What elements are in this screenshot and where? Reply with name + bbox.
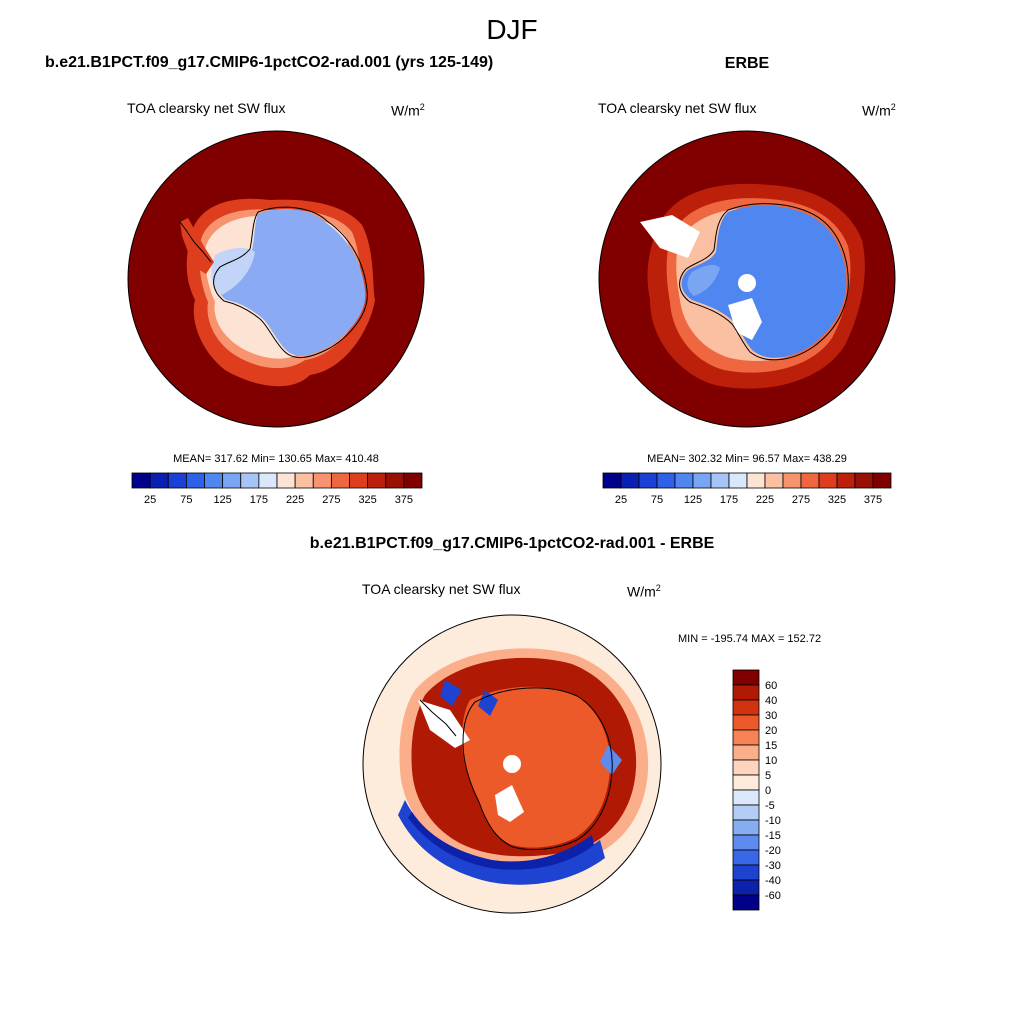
panel1-colorbar-swatch	[167, 472, 187, 489]
panel1-colorbar-tick-label: 375	[395, 494, 413, 506]
panel3-colorbar-tick-label: -30	[765, 860, 781, 872]
panel3-colorbar-swatch	[732, 699, 760, 716]
panel3-colorbar-swatch	[732, 774, 760, 791]
panel2-colorbar: 25 75 125 175 225 275 325 375	[602, 472, 892, 506]
panel3-stats: MIN = -195.74 MAX = 152.72	[678, 633, 822, 645]
panel1-colorbar-swatch	[294, 472, 314, 489]
panel2-colorbar-tick-label: 75	[651, 494, 663, 506]
panel2-colorbar-swatch	[836, 472, 856, 489]
panel3-colorbar-tick-label: 40	[765, 695, 777, 707]
panel2-colorbar-swatch	[638, 472, 658, 489]
panel1-colorbar-tick-label: 125	[213, 494, 231, 506]
panel1-colorbar-tick-label: 275	[322, 494, 340, 506]
panel3-colorbar-swatch	[732, 759, 760, 776]
panel3-colorbar-tick-label: 10	[765, 755, 777, 767]
panel1-colorbar-swatch	[185, 472, 205, 489]
panel3-colorbar-swatch	[732, 864, 760, 881]
panel1-stats: MEAN= 317.62 Min= 130.65 Max= 410.48	[173, 453, 379, 465]
panel3-colorbar: 60 40 30 20 15 10 5 0 -5 -10 -15 -20 -30 -40 -60	[732, 669, 781, 911]
page-title: DJF	[486, 14, 538, 45]
panel3-title: b.e21.B1PCT.f09_g17.CMIP6-1pctCO2-rad.00…	[309, 535, 715, 552]
panel3-colorbar-tick-label: 30	[765, 710, 777, 722]
panel1-colorbar-swatch	[312, 472, 332, 489]
panel2-colorbar-swatch	[602, 472, 622, 489]
panel2-colorbar-tick-label: 375	[864, 494, 882, 506]
panel1-colorbar-swatch	[149, 472, 169, 489]
panel2-colorbar-swatch	[710, 472, 730, 489]
panel2-colorbar-tick-label: 125	[684, 494, 702, 506]
panel3-colorbar-swatch	[732, 684, 760, 701]
panel2-colorbar-tick-label: 25	[615, 494, 627, 506]
panel3-colorbar-swatch	[732, 804, 760, 821]
panel1-colorbar-swatch	[367, 472, 387, 489]
panel3-units: W/m2	[627, 583, 661, 600]
panel2-colorbar-swatch	[746, 472, 766, 489]
panel1-colorbar-tick-label: 25	[144, 494, 156, 506]
panel3-colorbar-tick-label: -60	[765, 890, 781, 902]
panel3-colorbar-tick-label: -5	[765, 800, 775, 812]
panel1-colorbar-swatch	[258, 472, 278, 489]
panel2-colorbar-swatch	[782, 472, 802, 489]
panel1-colorbar-tick-label: 325	[358, 494, 376, 506]
panel3-map	[362, 614, 662, 914]
panel2-colorbar-swatch	[818, 472, 838, 489]
panel2-colorbar-swatch	[854, 472, 874, 489]
panel1-colorbar-swatch	[222, 472, 242, 489]
panel1-colorbar-swatch	[403, 472, 423, 489]
panel3-colorbar-swatch	[732, 894, 760, 911]
panel2-variable: TOA clearsky net SW flux	[598, 100, 757, 116]
panel3-colorbar-swatch	[732, 789, 760, 806]
panel3-colorbar-tick-label: -40	[765, 875, 781, 887]
panel3-colorbar-tick-label: 20	[765, 725, 777, 737]
panel3-colorbar-swatch	[732, 744, 760, 761]
panel2-colorbar-swatch	[800, 472, 820, 489]
panel1-colorbar-tick-label: 225	[286, 494, 304, 506]
panel3-colorbar-tick-label: -10	[765, 815, 781, 827]
panel1-colorbar-swatch	[240, 472, 260, 489]
panel1-colorbar-swatch	[330, 472, 350, 489]
panel2-colorbar-swatch	[620, 472, 640, 489]
panel1-title: b.e21.B1PCT.f09_g17.CMIP6-1pctCO2-rad.00…	[45, 54, 494, 71]
panel3-colorbar-swatch	[732, 714, 760, 731]
panel1-colorbar-swatch	[204, 472, 224, 489]
panel3-colorbar-tick-label: -20	[765, 845, 781, 857]
panel1-colorbar-tick-label: 75	[180, 494, 192, 506]
panel2-colorbar-swatch	[728, 472, 748, 489]
panel1-map	[127, 130, 425, 428]
panel3-colorbar-tick-label: 60	[765, 680, 777, 692]
panel1-colorbar-swatch	[385, 472, 405, 489]
panel2-colorbar-swatch	[764, 472, 784, 489]
panel3-colorbar-tick-label: 15	[765, 740, 777, 752]
panel3-colorbar-tick-label: -15	[765, 830, 781, 842]
panel2-map	[598, 130, 896, 428]
panel3-colorbar-swatch	[732, 849, 760, 866]
panel2-colorbar-swatch	[674, 472, 694, 489]
panel2-colorbar-swatch	[872, 472, 892, 489]
panel1-colorbar-swatch	[349, 472, 369, 489]
panel2-stats: MEAN= 302.32 Min= 96.57 Max= 438.29	[647, 453, 847, 465]
panel3-colorbar-swatch	[732, 819, 760, 836]
panel1-colorbar-tick-label: 175	[250, 494, 268, 506]
panel1-variable: TOA clearsky net SW flux	[127, 100, 286, 116]
panel2-colorbar-tick-label: 175	[720, 494, 738, 506]
panel3-colorbar-swatch	[732, 669, 760, 686]
panel3-colorbar-tick-label: 5	[765, 770, 771, 782]
panel3-variable: TOA clearsky net SW flux	[362, 581, 521, 597]
panel3-colorbar-tick-label: 0	[765, 785, 771, 797]
panel2-colorbar-tick-label: 325	[828, 494, 846, 506]
panel1-colorbar: 25 75 125 175 225 275 325 375	[131, 472, 423, 506]
panel2-colorbar-tick-label: 225	[756, 494, 774, 506]
panel2-title: ERBE	[724, 55, 770, 72]
panel2-colorbar-tick-label: 275	[792, 494, 810, 506]
panel1-units: W/m2	[391, 102, 425, 119]
panel3-colorbar-swatch	[732, 834, 760, 851]
panel2-colorbar-swatch	[656, 472, 676, 489]
panel3-colorbar-swatch	[732, 729, 760, 746]
panel3-colorbar-swatch	[732, 879, 760, 896]
panel1-colorbar-swatch	[131, 472, 151, 489]
panel2-colorbar-swatch	[692, 472, 712, 489]
panel1-colorbar-swatch	[276, 472, 296, 489]
panel2-units: W/m2	[862, 102, 896, 119]
